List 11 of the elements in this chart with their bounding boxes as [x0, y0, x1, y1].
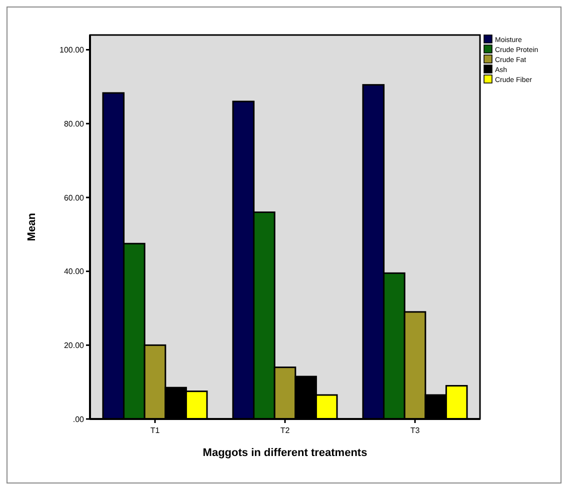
- y-tick-label: 80.00: [64, 119, 85, 128]
- y-tick-label: 60.00: [64, 193, 85, 202]
- y-tick-label: 40.00: [64, 267, 85, 276]
- x-tick-label: T3: [410, 426, 420, 435]
- y-tick-label: .00: [72, 414, 85, 424]
- x-tick-label: T2: [280, 426, 290, 435]
- y-tick-label: 20.00: [64, 340, 85, 350]
- y-axis-title: Mean: [26, 212, 38, 242]
- x-axis-title: Maggots in different treatments: [202, 447, 368, 459]
- y-tick-label: 100.00: [60, 46, 85, 55]
- x-tick-label: T1: [150, 426, 160, 435]
